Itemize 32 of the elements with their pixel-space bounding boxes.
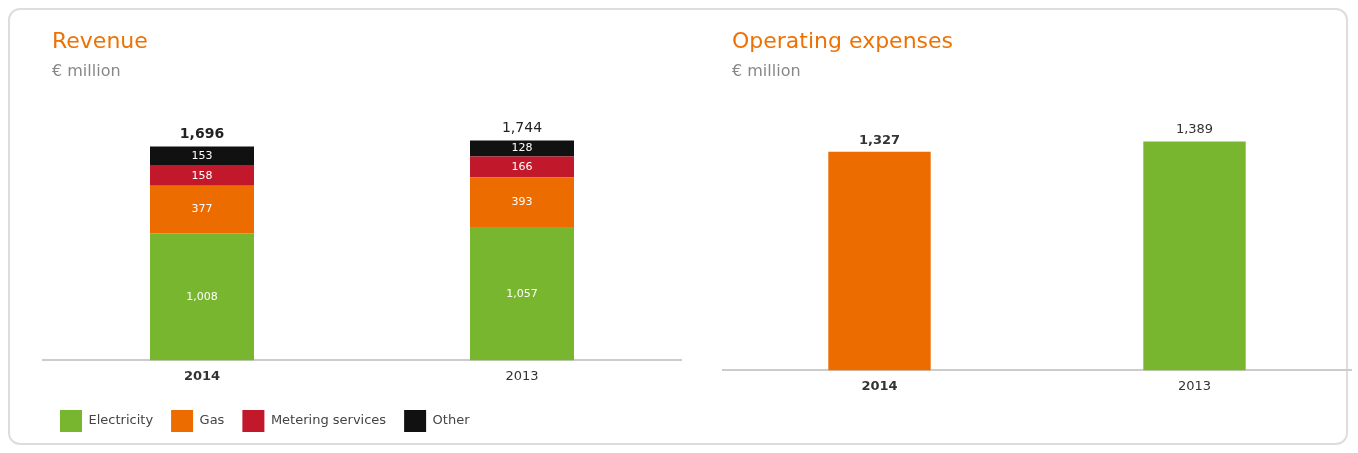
bar	[470, 140, 574, 157]
x-tick-label: 2014	[861, 377, 898, 393]
data-label: 1,389	[1175, 121, 1214, 137]
legend-label: Metering services	[270, 412, 387, 428]
bar	[470, 156, 574, 178]
bar	[150, 185, 254, 234]
total-label: 1,696	[179, 125, 225, 142]
bar	[150, 146, 254, 166]
data-label: 393	[511, 195, 533, 209]
data-label: 1,327	[858, 131, 901, 147]
bar	[150, 233, 254, 361]
chart-subtitle: € million	[52, 61, 122, 80]
data-label: 1,008	[186, 289, 218, 303]
total-label: 1,744	[501, 119, 543, 136]
chart-title: Revenue	[52, 28, 149, 53]
legend-label: Electricity	[88, 412, 154, 428]
data-label: 128	[511, 141, 533, 155]
bar	[150, 165, 254, 186]
legend-label: Other	[432, 412, 471, 428]
chart-title: Operating expenses	[732, 28, 955, 53]
data-label: 153	[191, 148, 213, 162]
bar	[470, 177, 574, 228]
data-label: 1,057	[506, 286, 538, 300]
x-tick-label: 2014	[183, 367, 221, 383]
legend-label: Gas	[199, 412, 225, 428]
x-tick-label: 2013	[1177, 377, 1212, 393]
bar	[470, 227, 574, 361]
data-label: 158	[191, 168, 213, 182]
chart-subtitle: € million	[732, 61, 802, 80]
x-tick-label: 2013	[505, 367, 539, 383]
data-label: 377	[191, 202, 213, 216]
data-label: 166	[511, 159, 533, 173]
